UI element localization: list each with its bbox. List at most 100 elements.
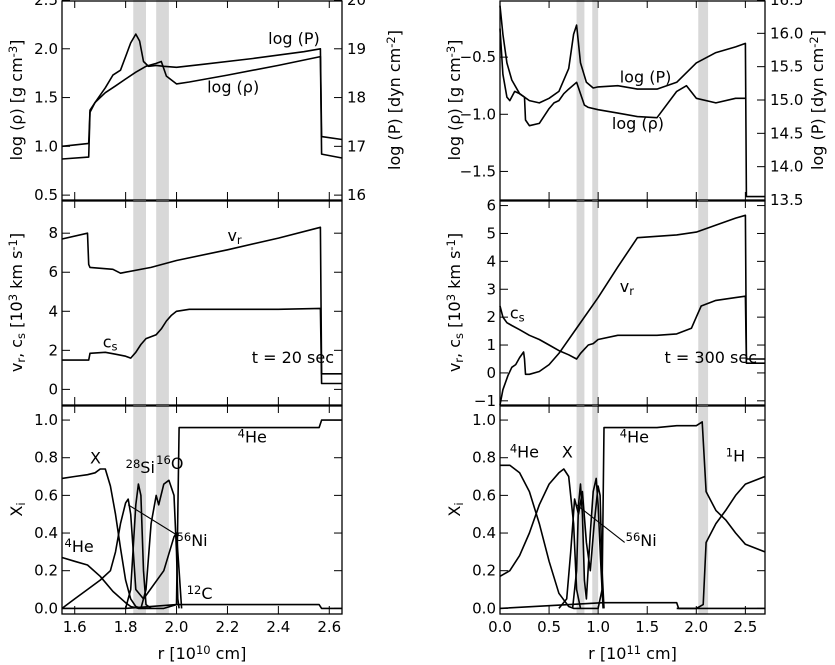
curve-label: vr [227,226,241,247]
y-tick-label: 4 [486,252,496,270]
series-line-2 [499,28,746,127]
y2-tick-label: 13.5 [770,191,803,209]
y-tick-label: 0.0 [472,599,496,617]
x-tick-label: 1.8 [114,618,138,636]
x-tick-label: 2.6 [317,618,341,636]
y-tick-label: 0.4 [472,524,496,542]
curve-label: vr [620,277,634,298]
y-axis-label: vr, cs [103 km s-1] [444,233,466,372]
x-tick-label: 1.0 [586,618,610,636]
y2-tick-label: 16.5 [770,0,803,9]
curve-label: 1H [726,445,745,465]
x-tick-label: 2.2 [216,618,240,636]
y-tick-label: 1.0 [34,137,58,155]
shaded-band-1 [576,0,585,200]
plot-frame [61,200,343,406]
y-tick-label: 0.8 [34,449,58,467]
y-tick-label: 0.4 [34,524,58,542]
curve-label: 4He [620,427,649,447]
y-tick-label: −1.5 [460,162,496,180]
series-line-1 [61,419,342,610]
curve-label: 56Ni [177,530,208,550]
shaded-band-2 [156,200,169,405]
y-tick-label: 8 [48,224,58,242]
series-line-1 [61,226,342,375]
curve-label: 28Si [126,457,155,477]
shaded-band-1 [133,200,146,405]
y-axis-label: Xi [445,502,466,516]
curve-label: cs [510,304,525,325]
x-tick-label: 2.4 [266,618,290,636]
x-axis-label: r [1011 cm] [588,643,677,663]
curve-label: 16O [156,453,183,473]
y-axis-label: log (ρ) [g cm-3] [444,40,464,161]
shaded-band-2 [156,0,169,200]
curve-label: 4He [65,536,94,556]
y-tick-label: 5 [486,224,496,242]
y-tick-label: 6 [486,197,496,215]
panel-left-bottom: 0.0 0.2 0.4 0.6 0.8 1.0 1.6 1.8 2.0 2.2 2.4 2.6 Xi X 2… [7,405,343,663]
series-line-2 [61,55,343,159]
series-line-4 [571,477,604,609]
y-tick-label: 2.0 [34,40,58,58]
y-tick-label: 2 [48,341,58,359]
y-tick-label: −1 [474,392,496,410]
panel-right-middle: −1 0 1 2 3 4 5 6 vr, cs [103 km s-1] vr cs t = 300 … [444,197,766,410]
label-pointer [576,504,625,543]
y2-tick-label: 14.0 [770,158,803,176]
curve-label: X [90,448,101,467]
y2-tick-label: 19 [347,40,366,58]
x-tick-label: 1.6 [63,618,87,636]
curve-label: log (P) [268,29,320,48]
y-tick-label: 0 [486,364,496,382]
y-tick-label: 0.5 [34,186,58,204]
shaded-band-1 [133,0,146,200]
curve-label: 4He [510,442,539,462]
curve-label: X [562,443,573,462]
y2-tick-label: 16 [347,186,366,204]
y2-tick-label: 18 [347,89,366,107]
y2-tick-label: 20 [347,0,366,9]
y-tick-label: 4 [48,302,58,320]
x-tick-label: 0.5 [537,618,561,636]
curve-label: cs [103,332,118,353]
y-tick-label: 0.0 [34,599,58,617]
panel-left-middle: 0 2 4 6 8 vr, cs [103 km s-1] vr cs t = 20 sec [6,200,343,406]
series-line-2 [62,307,342,385]
y-axis-label: vr, cs [103 km s-1] [6,233,28,372]
plot-frame [61,0,343,201]
y2-axis-label: log (P) [dyn cm-2] [807,30,827,170]
series-line-5 [676,475,766,610]
y2-tick-label: 15.5 [770,58,803,76]
series-line-2 [499,295,765,364]
series-line-4 [124,483,152,610]
series-line-1 [61,33,343,160]
y-axis-label: log (ρ) [g cm-3] [6,40,26,161]
series-line-5 [140,479,180,609]
y-tick-label: 1.0 [472,411,496,429]
shaded-band-2 [156,405,169,614]
curve-label: 56Ni [626,530,657,550]
panel-right-top: −1.5 −1.0 −0.5 13.5 14.0 14.5 15.0 15.5 16.0 16.5… [444,0,827,209]
curve-label: log (P) [620,67,672,86]
y-tick-label: 0.2 [472,562,496,580]
series-line-3 [558,485,605,609]
y-tick-label: 2.5 [34,0,58,9]
curve-label: log (ρ) [207,78,259,97]
y-tick-label: −1.0 [460,105,496,123]
x-tick-label: 2.5 [733,618,757,636]
y-axis-label: Xi [7,502,28,516]
series-line-2 [61,468,142,610]
series-line-6 [62,603,342,610]
x-tick-label: 2.0 [684,618,708,636]
x-tick-label: 2.0 [165,618,189,636]
series-line-3 [61,498,183,610]
y-tick-label: 1 [486,336,496,354]
x-axis-label: r [1010 cm] [158,643,247,663]
x-tick-label: 1.5 [635,618,659,636]
y2-tick-label: 17 [347,137,366,155]
series-line-1 [499,214,765,406]
y-tick-label: −0.5 [460,48,496,66]
curve-label: log (ρ) [612,114,664,133]
